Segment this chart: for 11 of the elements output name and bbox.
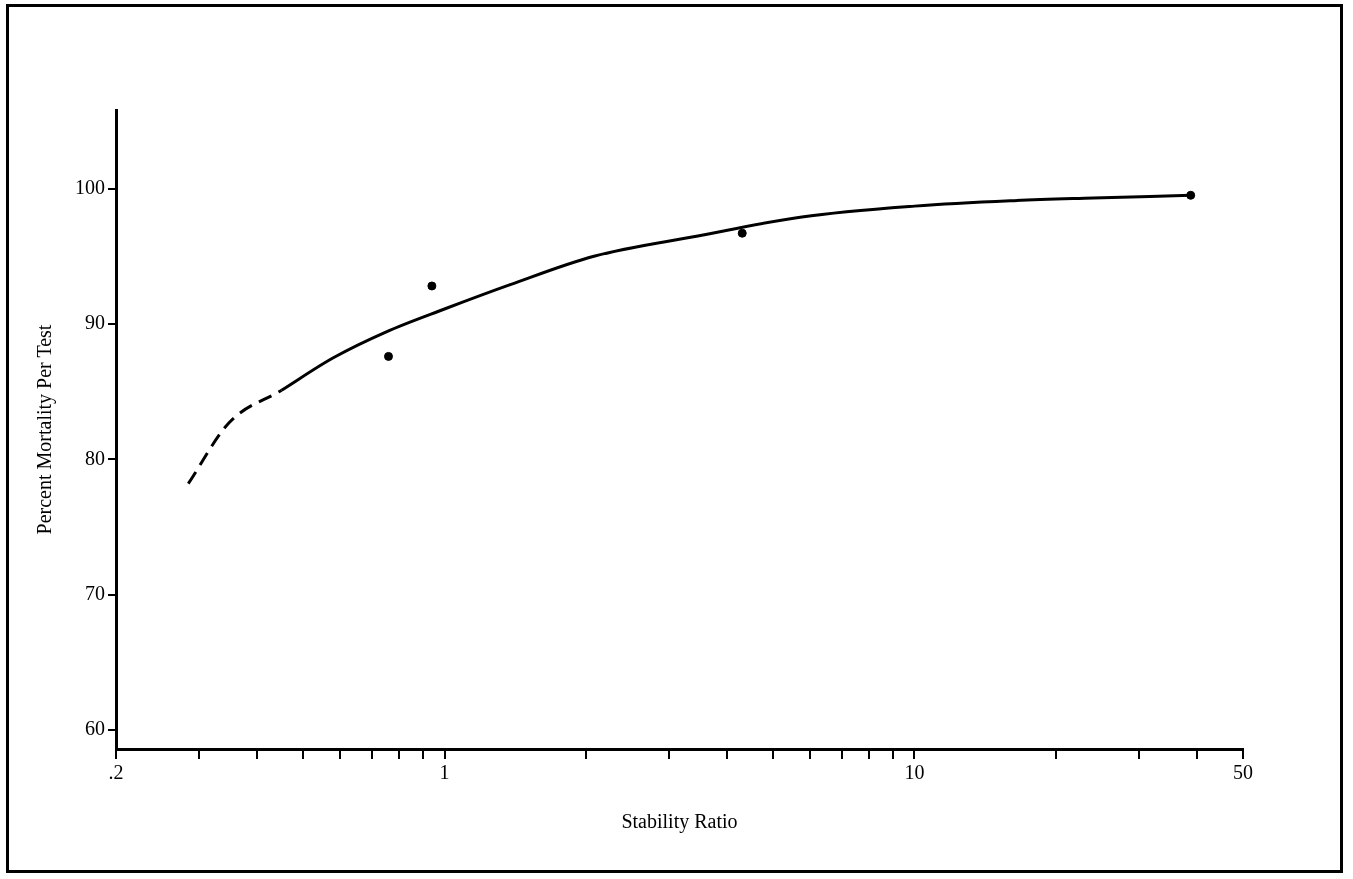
y-tick-label: 60 bbox=[85, 717, 105, 740]
y-axis-title: Percent Mortality Per Test bbox=[33, 324, 57, 535]
x-tick-label: 1 bbox=[439, 761, 450, 784]
y-tick-label: 90 bbox=[85, 311, 105, 334]
x-tick-label: 50 bbox=[1233, 761, 1253, 784]
x-tick-label: 10 bbox=[904, 761, 925, 784]
y-tick-label: 80 bbox=[85, 446, 105, 469]
x-axis-title: Stability Ratio bbox=[621, 810, 738, 834]
y-tick-label: 70 bbox=[85, 581, 105, 604]
y-tick-label: 100 bbox=[75, 175, 105, 198]
x-tick-label: .2 bbox=[108, 761, 124, 784]
